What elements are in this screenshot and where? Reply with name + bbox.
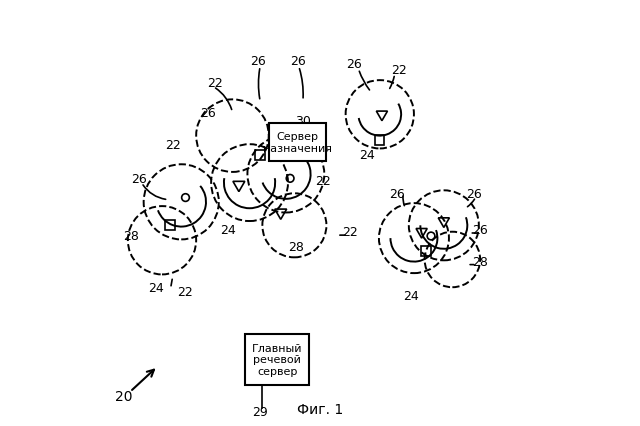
Text: 22: 22 bbox=[178, 285, 193, 298]
Text: 22: 22 bbox=[207, 77, 223, 89]
Text: Сервер
назначения: Сервер назначения bbox=[263, 132, 332, 153]
Text: Фиг. 1: Фиг. 1 bbox=[297, 402, 343, 416]
Text: 24: 24 bbox=[403, 290, 419, 302]
Text: 24: 24 bbox=[148, 281, 163, 294]
Bar bbox=[421, 247, 431, 256]
Text: 26: 26 bbox=[466, 187, 481, 200]
Text: 26: 26 bbox=[131, 173, 147, 185]
Text: 26: 26 bbox=[346, 58, 362, 70]
Text: 22: 22 bbox=[315, 175, 331, 187]
Bar bbox=[255, 150, 266, 161]
Bar bbox=[164, 221, 175, 231]
Text: 24: 24 bbox=[359, 149, 375, 162]
Text: 26: 26 bbox=[200, 106, 216, 119]
Text: 26: 26 bbox=[389, 187, 404, 200]
Text: Главный
речевой
сервер: Главный речевой сервер bbox=[252, 343, 303, 376]
FancyBboxPatch shape bbox=[245, 334, 309, 385]
Bar bbox=[375, 136, 385, 145]
Text: 29: 29 bbox=[252, 405, 268, 417]
Text: 22: 22 bbox=[391, 64, 407, 77]
Text: 30: 30 bbox=[296, 115, 311, 128]
Text: 24: 24 bbox=[220, 224, 236, 236]
Text: 26: 26 bbox=[250, 55, 266, 68]
Text: 22: 22 bbox=[165, 138, 180, 151]
Text: 28: 28 bbox=[123, 230, 139, 243]
Text: 28: 28 bbox=[472, 256, 488, 268]
Text: 26: 26 bbox=[472, 224, 488, 236]
Text: 26: 26 bbox=[290, 55, 306, 68]
FancyBboxPatch shape bbox=[269, 124, 326, 162]
Text: 22: 22 bbox=[342, 226, 358, 239]
Text: 28: 28 bbox=[289, 241, 305, 253]
Text: 20: 20 bbox=[115, 389, 132, 403]
